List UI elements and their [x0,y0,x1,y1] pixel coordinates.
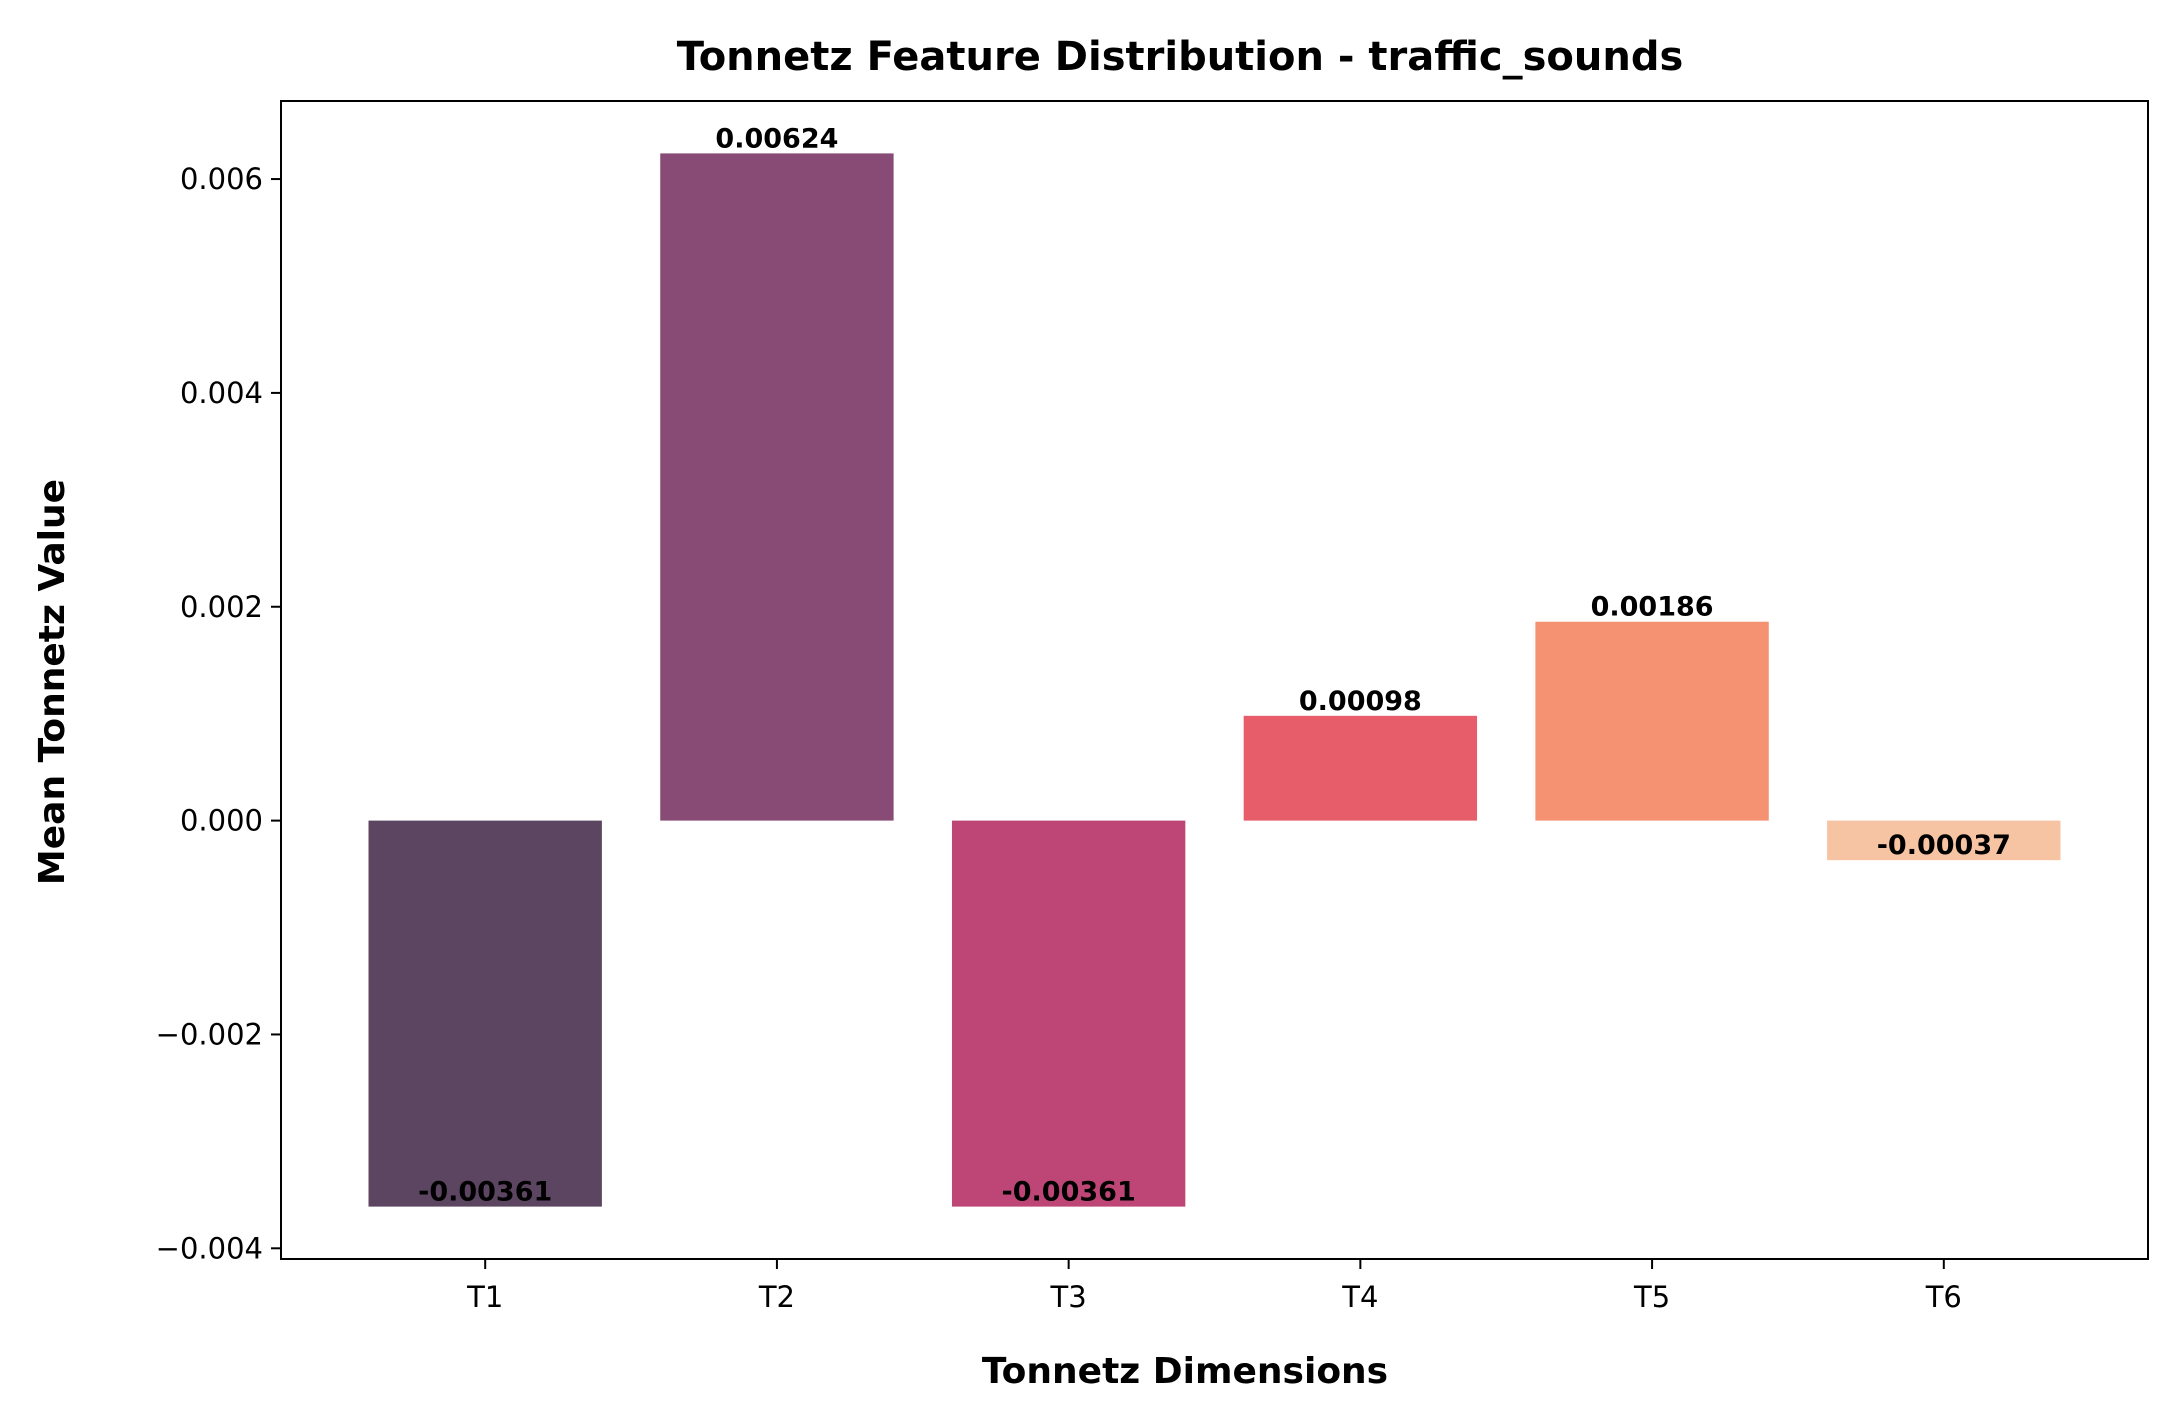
bar-t3 [951,820,1186,1207]
bar-t6 [1827,820,2061,861]
value-label-t2: 0.00624 [715,123,838,154]
bars-group [368,153,2061,1207]
y-tick-label: 0.002 [180,590,263,624]
y-tick-label: 0.000 [180,804,263,838]
x-tick-label-t6: T6 [1925,1280,1962,1314]
value-label-t6: -0.00037 [1877,830,2011,861]
value-label-t3: -0.00361 [1002,1177,1136,1208]
plot-area-frame [280,100,2149,1260]
x-tick-label-t3: T3 [1050,1280,1087,1314]
y-tick-label: 0.004 [180,376,263,410]
value-label-t1: -0.00361 [418,1177,552,1208]
bar-t4 [1243,715,1478,821]
x-axis: T1 T2 T3 T4 T5 T6 [466,1259,1962,1314]
y-axis: −0.004 −0.002 0.000 0.002 0.004 0.006 [156,162,281,1265]
y-tick-label: −0.002 [156,1017,263,1051]
value-labels-group: -0.00361 0.00624 -0.00361 0.00098 0.00186 -0.… [418,123,2011,1207]
x-axis-label: Tonnetz Dimensions [982,1351,1388,1392]
y-axis-label: Mean Tonnetz Value [32,479,73,885]
x-tick-label-t4: T4 [1341,1280,1378,1314]
chart-title: Tonnetz Feature Distribution - traffic_s… [677,34,1684,80]
y-tick-label: −0.004 [156,1231,263,1265]
bar-t5 [1535,621,1769,821]
y-tick-label: 0.006 [180,162,263,196]
value-label-t4: 0.00098 [1299,686,1422,717]
x-tick-label-t1: T1 [466,1280,503,1314]
value-label-t5: 0.00186 [1591,592,1714,623]
bar-t2 [660,153,894,821]
x-tick-label-t2: T2 [758,1280,795,1314]
x-tick-label-t5: T5 [1633,1280,1670,1314]
bar-t1 [368,820,602,1207]
